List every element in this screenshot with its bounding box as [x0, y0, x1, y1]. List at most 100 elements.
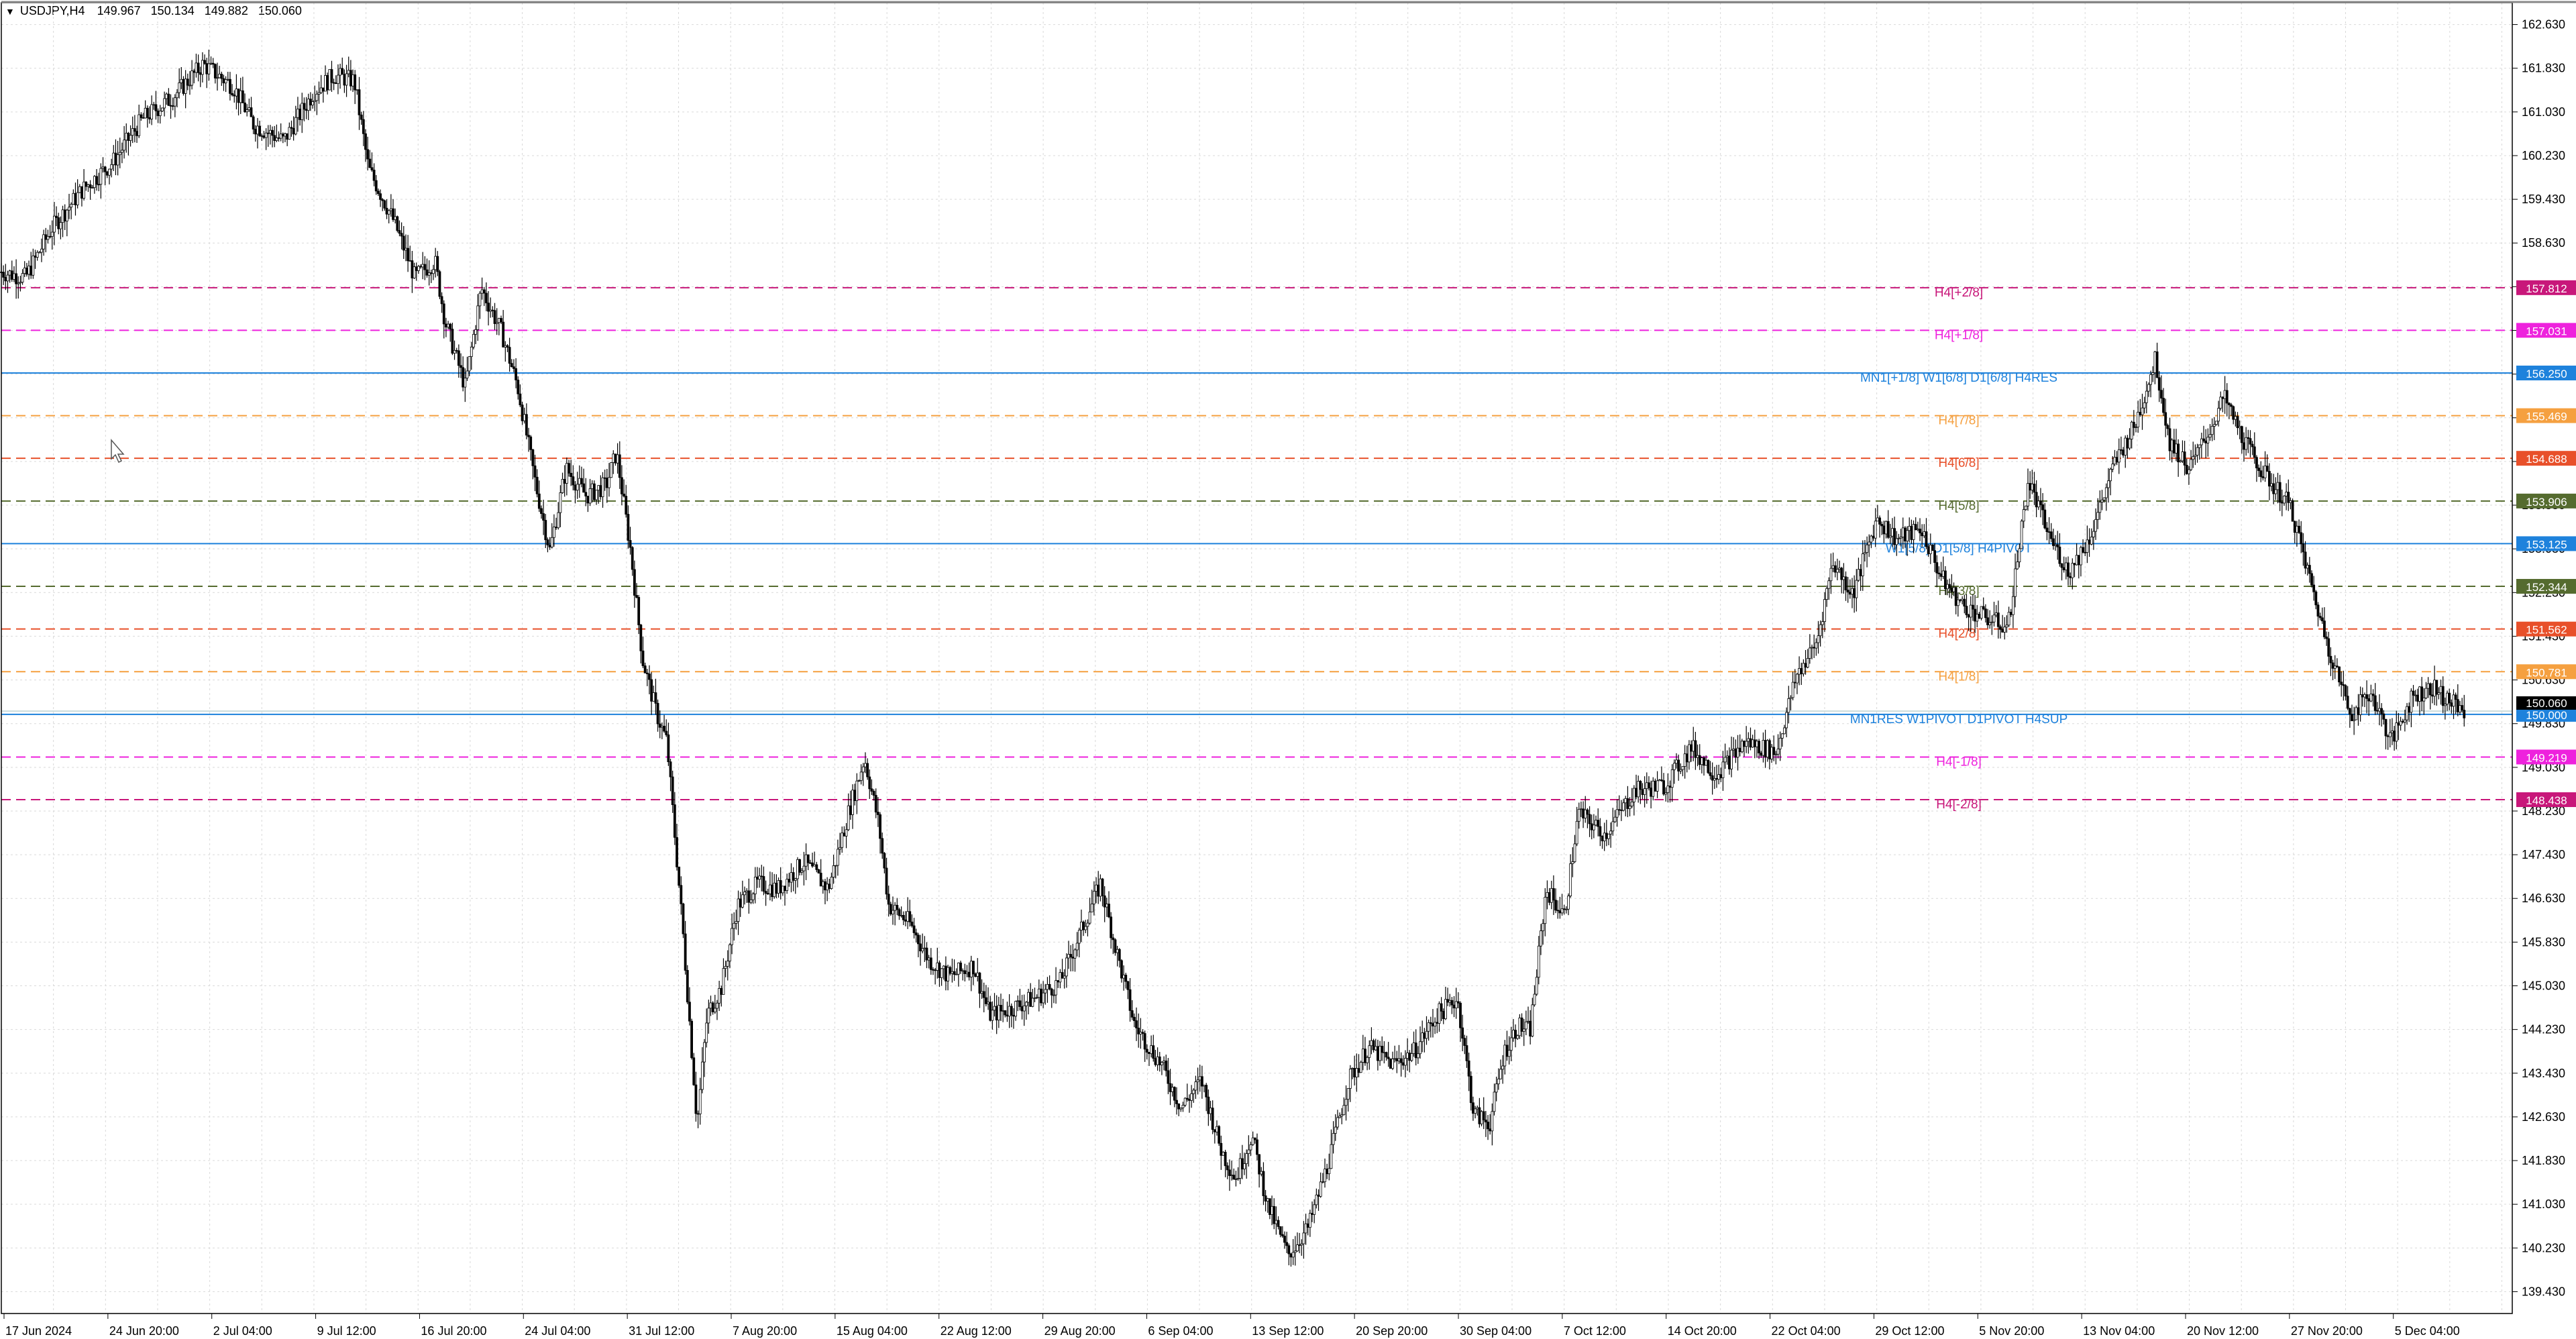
candle-body	[1002, 1010, 1005, 1012]
candle-body	[1175, 1100, 1178, 1104]
pivot-price-text: 151.562	[2526, 624, 2567, 637]
candle-body	[2045, 527, 2049, 533]
candle-body	[2077, 555, 2080, 566]
candle-body	[142, 117, 145, 119]
candle-body	[161, 107, 164, 111]
candle-body	[1503, 1045, 1507, 1067]
candle-body	[616, 454, 619, 464]
candle-body	[1395, 1058, 1399, 1061]
candle-body	[2259, 470, 2263, 477]
candle-body	[103, 166, 107, 172]
candle-body	[1848, 592, 1851, 595]
candle-body	[841, 833, 844, 848]
candle-body	[1535, 977, 1538, 995]
candle-body	[1895, 538, 1898, 545]
candle-body	[1696, 755, 1699, 758]
candle-body	[1379, 1046, 1381, 1061]
candle-body	[269, 129, 272, 133]
candle-body	[1825, 588, 1829, 600]
x-tick-label: 13 Sep 12:00	[1252, 1324, 1324, 1338]
candle-body	[910, 921, 914, 926]
candle-body	[980, 991, 983, 994]
candle-body	[2448, 692, 2451, 704]
candle-body	[1401, 1062, 1405, 1066]
candle-body	[1672, 763, 1676, 770]
candle-body	[1188, 1099, 1191, 1101]
candle-body	[1908, 526, 1911, 531]
candle-body	[1171, 1087, 1174, 1092]
candle-body	[445, 323, 447, 328]
candle-body	[1811, 647, 1813, 649]
candle-body	[368, 158, 372, 168]
candle-body	[1965, 606, 1968, 615]
candle-body	[2092, 531, 2095, 537]
candle-body	[1776, 749, 1780, 755]
candle-body	[178, 83, 181, 93]
candle-body	[1648, 782, 1650, 788]
candle-body	[1410, 1053, 1413, 1061]
candle-body	[2012, 596, 2015, 615]
candle-body	[781, 886, 784, 894]
candle-body	[1888, 535, 1892, 538]
candle-body	[2357, 707, 2360, 715]
candle-body	[1656, 780, 1659, 792]
candle-body	[1793, 682, 1796, 684]
candle-body	[2071, 563, 2074, 578]
candle-body	[334, 83, 337, 85]
candle-body	[2302, 543, 2305, 553]
candle-body	[953, 971, 956, 975]
candle-body	[1772, 747, 1776, 755]
candle-body	[969, 961, 973, 977]
candle-body	[658, 723, 661, 728]
candle-body	[341, 68, 344, 75]
candle-body	[1564, 908, 1568, 910]
candle-body	[1738, 747, 1741, 753]
candle-body	[2183, 451, 2186, 466]
candle-body	[1592, 824, 1595, 831]
candle-body	[1783, 727, 1786, 735]
candle-body	[2310, 573, 2313, 586]
candle-body	[1234, 1179, 1238, 1180]
candle-body	[758, 875, 761, 880]
candle-body	[356, 89, 359, 91]
candle-body	[857, 780, 861, 782]
x-tick-label: 7 Oct 12:00	[1564, 1324, 1626, 1338]
candle-body	[1524, 1021, 1527, 1030]
candle-body	[1454, 1001, 1458, 1009]
candle-body	[2225, 390, 2229, 404]
candle-body	[692, 1057, 696, 1085]
candle-body	[817, 869, 820, 873]
candle-body	[1499, 1069, 1502, 1079]
candle-body	[957, 962, 960, 975]
candle-body	[1558, 910, 1562, 914]
candle-body	[1904, 527, 1907, 541]
candle-body	[1562, 908, 1566, 910]
candlestick-series	[0, 49, 2466, 1267]
y-tick-label: 141.030	[2522, 1197, 2565, 1211]
candle-body	[305, 109, 308, 111]
candle-body	[2280, 502, 2284, 504]
candle-body	[790, 872, 793, 883]
candle-body	[1177, 1104, 1181, 1110]
candle-body	[1245, 1153, 1248, 1165]
candle-body	[713, 1008, 716, 1012]
candle-body	[1209, 1108, 1212, 1114]
candle-body	[1580, 808, 1582, 810]
candle-body	[1537, 945, 1540, 978]
y-tick-label: 141.830	[2522, 1154, 2565, 1167]
candle-body	[963, 970, 967, 974]
candle-body	[709, 1002, 712, 1009]
candle-body	[741, 894, 744, 908]
candle-body	[1183, 1097, 1187, 1106]
candle-body	[381, 199, 384, 201]
candle-body	[2371, 694, 2375, 696]
candle-body	[2113, 457, 2116, 465]
candle-body	[965, 971, 969, 974]
candle-body	[700, 1061, 704, 1090]
pivot-price-text: 157.812	[2526, 282, 2567, 295]
candle-body	[1798, 668, 1801, 675]
candle-body	[614, 453, 617, 464]
candle-body	[1840, 568, 1843, 580]
symbol-dropdown-icon[interactable]: ▼	[5, 5, 15, 17]
